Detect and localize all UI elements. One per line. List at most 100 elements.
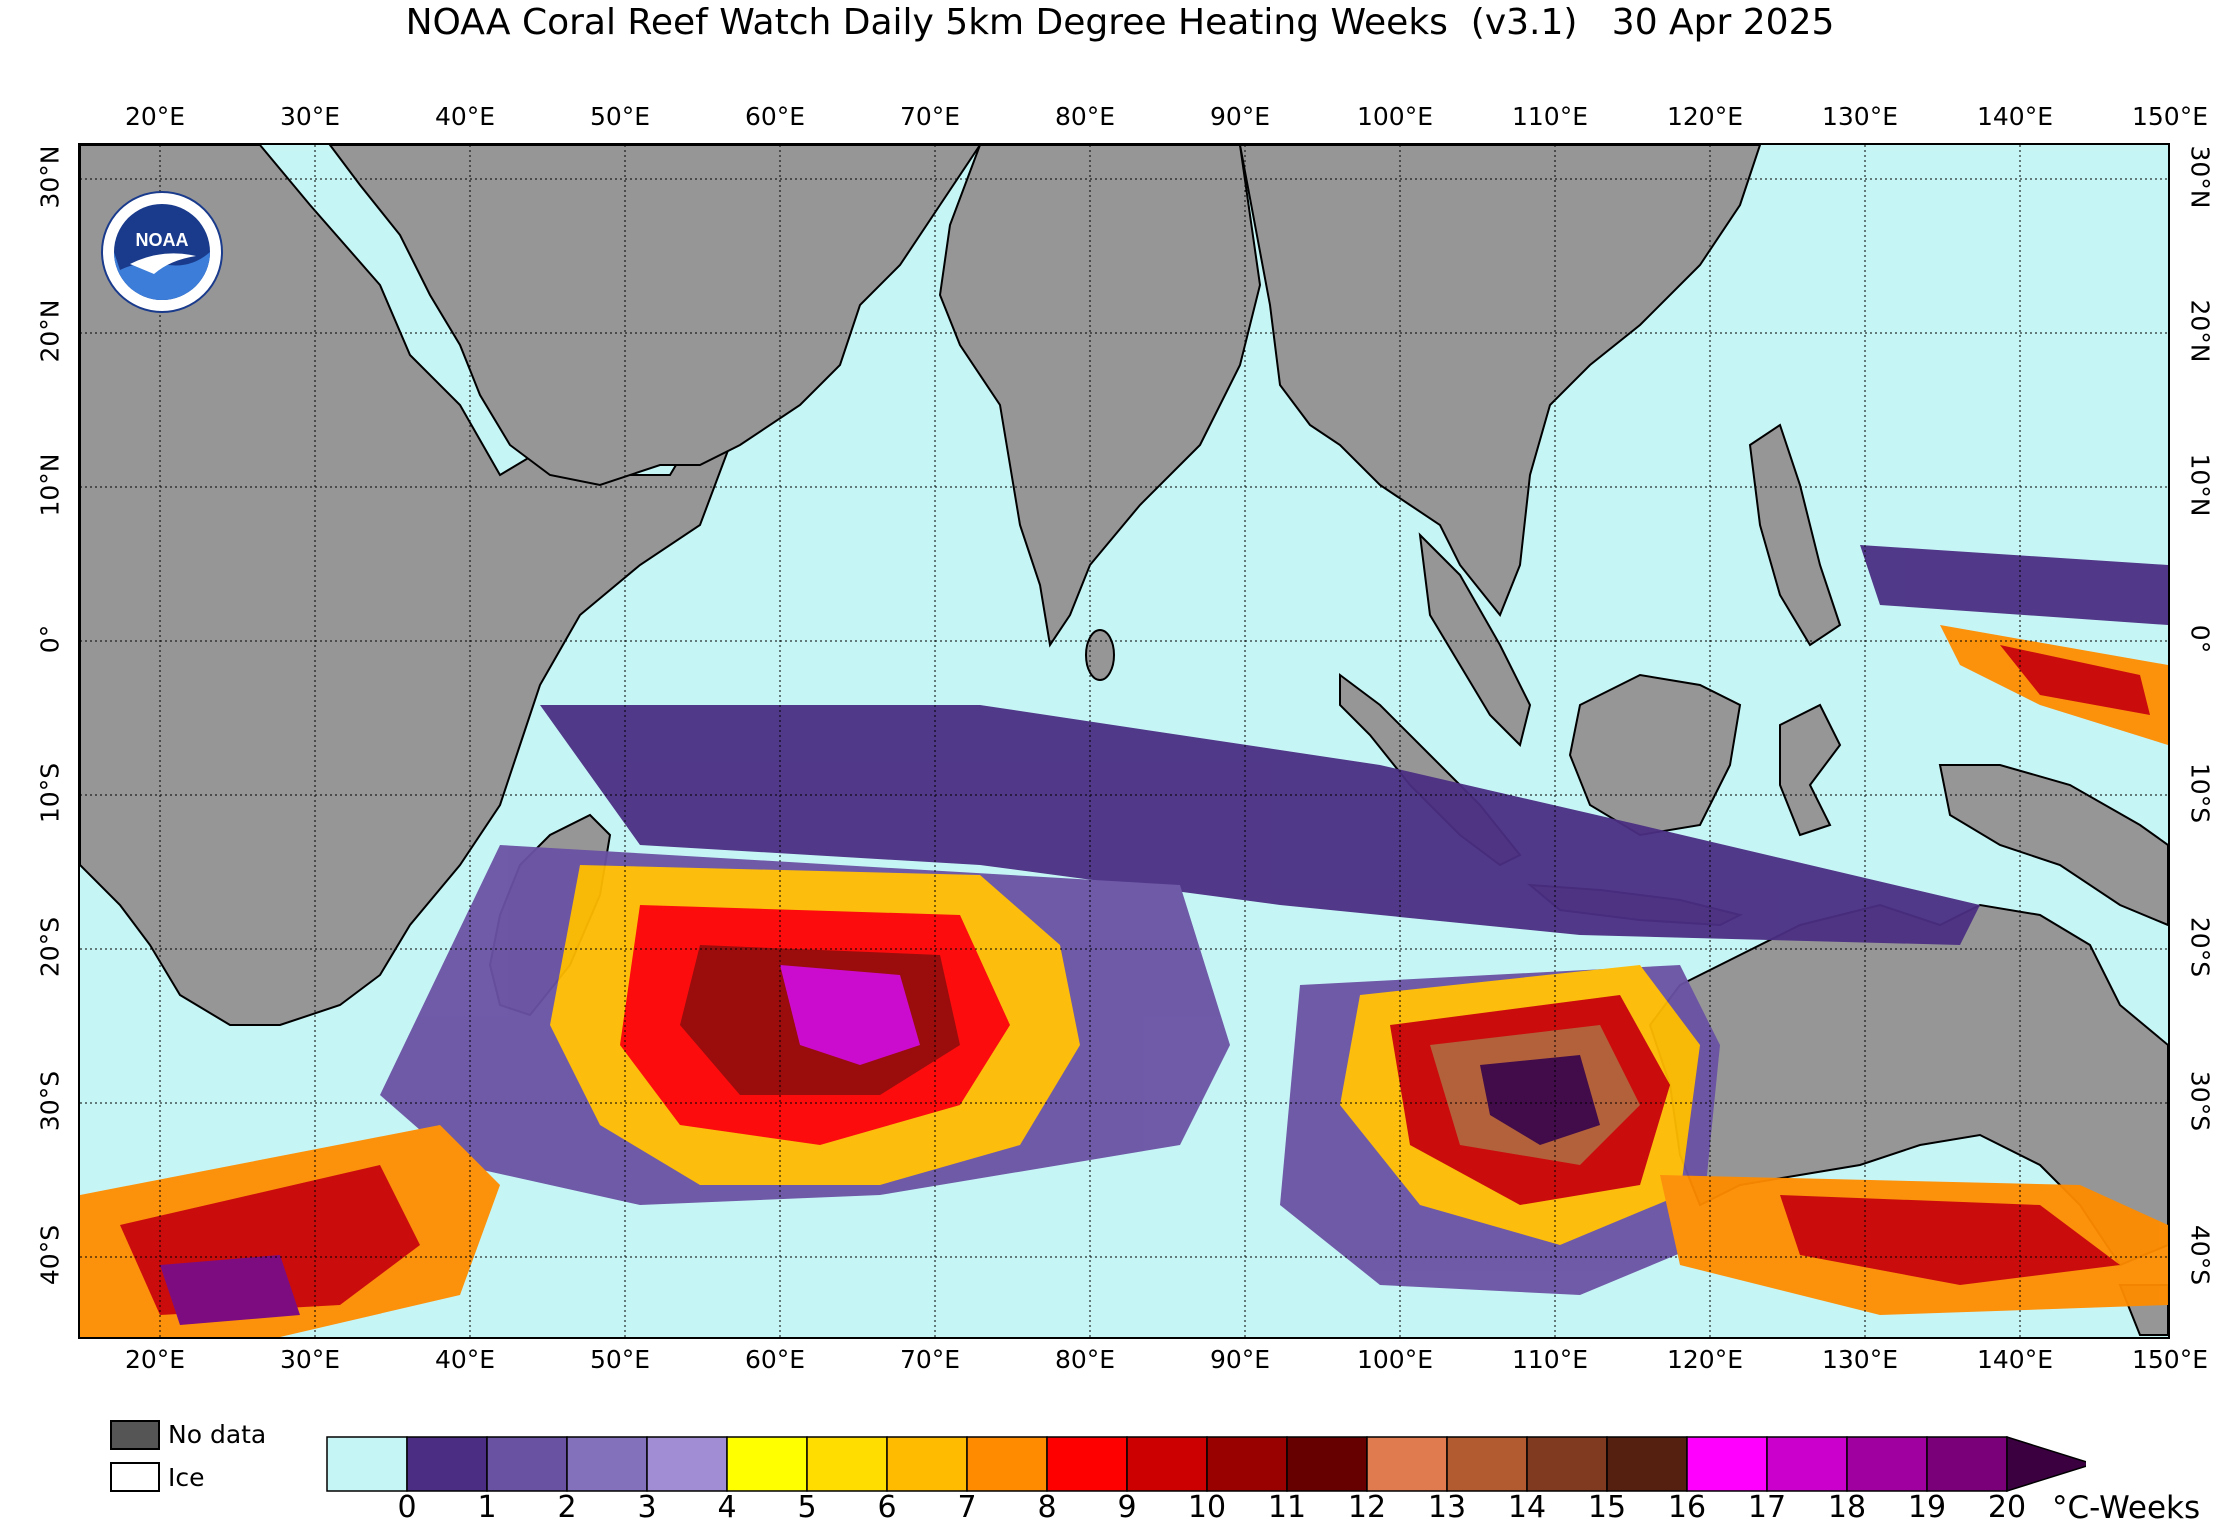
colorbar-tick-3: 3 — [637, 1490, 657, 1525]
colorbar-tick-9: 9 — [1117, 1490, 1137, 1525]
longitude-label-top-0: 20°E — [124, 102, 186, 131]
longitude-label-top-10: 120°E — [1666, 102, 1744, 131]
longitude-label-top-1: 30°E — [279, 102, 341, 131]
colorbar-segment-20 — [1926, 1436, 2008, 1492]
heat-stress-layer — [80, 545, 2168, 1337]
longitude-label-bottom-1: 30°E — [279, 1345, 341, 1374]
colorbar-tick-4: 4 — [717, 1490, 737, 1525]
colorbar-extend-arrow — [2006, 1436, 2086, 1492]
latitude-label-right-5: 20°S — [2185, 916, 2215, 978]
colorbar — [326, 1436, 2086, 1492]
colorbar-segment-0 — [326, 1436, 408, 1492]
colorbar-tick-18: 18 — [1827, 1490, 1867, 1525]
land-africa — [80, 145, 732, 1026]
noaa-logo-text: NOAA — [136, 230, 189, 250]
latitude-label-right-3: 0° — [2185, 624, 2215, 654]
colorbar-segment-1 — [406, 1436, 488, 1492]
longitude-label-bottom-12: 140°E — [1976, 1345, 2054, 1374]
colorbar-tick-15: 15 — [1587, 1490, 1627, 1525]
longitude-label-bottom-9: 110°E — [1511, 1345, 1589, 1374]
longitude-label-bottom-3: 50°E — [589, 1345, 651, 1374]
longitude-label-top-7: 90°E — [1209, 102, 1271, 131]
land-borneo — [1568, 673, 1742, 837]
colorbar-tick-6: 6 — [877, 1490, 897, 1525]
colorbar-segment-4 — [646, 1436, 728, 1492]
colorbar-segment-9 — [1046, 1436, 1128, 1492]
land-philippines — [1748, 423, 1842, 647]
latitude-label-left-3: 0° — [35, 624, 65, 654]
colorbar-segment-19 — [1846, 1436, 1928, 1492]
colorbar-tick-0: 0 — [397, 1490, 417, 1525]
latitude-label-left-2: 10°N — [35, 453, 65, 517]
colorbar-segment-13 — [1366, 1436, 1448, 1492]
latitude-label-left-4: 10°S — [35, 762, 65, 824]
map-panel — [78, 143, 2170, 1339]
map-canvas — [80, 145, 2168, 1337]
colorbar-segment-12 — [1286, 1436, 1368, 1492]
latitude-label-right-0: 30°N — [2185, 145, 2215, 209]
latitude-label-right-1: 20°N — [2185, 299, 2215, 363]
colorbar-tick-12: 12 — [1347, 1490, 1387, 1525]
latitude-label-right-4: 10°S — [2185, 762, 2215, 824]
colorbar-tick-10: 10 — [1187, 1490, 1227, 1525]
noaa-logo: NOAA — [101, 191, 223, 313]
longitude-label-bottom-11: 130°E — [1821, 1345, 1899, 1374]
no-data-swatch — [110, 1420, 160, 1450]
land-india — [938, 145, 1262, 648]
longitude-label-top-3: 50°E — [589, 102, 651, 131]
colorbar-segment-10 — [1126, 1436, 1208, 1492]
longitude-label-bottom-4: 60°E — [744, 1345, 806, 1374]
colorbar-segment-15 — [1526, 1436, 1608, 1492]
latitude-label-left-6: 30°S — [35, 1070, 65, 1132]
latitude-label-right-7: 40°S — [2185, 1224, 2215, 1286]
colorbar-segment-3 — [566, 1436, 648, 1492]
land-new-guinea — [1938, 764, 2168, 927]
colorbar-segment-17 — [1686, 1436, 1768, 1492]
colorbar-tick-13: 13 — [1427, 1490, 1467, 1525]
colorbar-segment-7 — [886, 1436, 968, 1492]
longitude-label-bottom-5: 70°E — [899, 1345, 961, 1374]
colorbar-segment-8 — [966, 1436, 1048, 1492]
colorbar-units: °C-Weeks — [2052, 1490, 2201, 1526]
land-sri-lanka — [1085, 629, 1115, 681]
latitude-label-right-2: 10°N — [2185, 453, 2215, 517]
longitude-label-top-5: 70°E — [899, 102, 961, 131]
latitude-label-right-6: 30°S — [2185, 1070, 2215, 1132]
longitude-label-top-11: 130°E — [1821, 102, 1899, 131]
ice-label: Ice — [168, 1463, 205, 1492]
latitude-label-left-7: 40°S — [35, 1224, 65, 1286]
colorbar-segment-14 — [1446, 1436, 1528, 1492]
longitude-label-top-6: 80°E — [1054, 102, 1116, 131]
colorbar-tick-7: 7 — [957, 1490, 977, 1525]
longitude-label-top-12: 140°E — [1976, 102, 2054, 131]
longitude-label-bottom-7: 90°E — [1209, 1345, 1271, 1374]
longitude-label-bottom-2: 40°E — [434, 1345, 496, 1374]
land-arabia — [328, 145, 982, 487]
colorbar-tick-2: 2 — [557, 1490, 577, 1525]
map-title: NOAA Coral Reef Watch Daily 5km Degree H… — [405, 2, 1835, 43]
longitude-label-bottom-0: 20°E — [124, 1345, 186, 1374]
longitude-label-top-8: 100°E — [1356, 102, 1434, 131]
colorbar-tick-14: 14 — [1507, 1490, 1547, 1525]
colorbar-tick-8: 8 — [1037, 1490, 1057, 1525]
colorbar-segment-16 — [1606, 1436, 1688, 1492]
colorbar-tick-16: 16 — [1667, 1490, 1707, 1525]
colorbar-tick-1: 1 — [477, 1490, 497, 1525]
colorbar-tick-5: 5 — [797, 1490, 817, 1525]
land-malay-peninsula — [1418, 532, 1532, 747]
colorbar-tick-19: 19 — [1907, 1490, 1947, 1525]
colorbar-segment-6 — [806, 1436, 888, 1492]
colorbar-tick-17: 17 — [1747, 1490, 1787, 1525]
land-southeast-asia — [1238, 145, 1762, 617]
longitude-label-top-13: 150°E — [2131, 102, 2209, 131]
latitude-label-left-5: 20°S — [35, 916, 65, 978]
longitude-label-top-2: 40°E — [434, 102, 496, 131]
ice-swatch — [110, 1462, 160, 1492]
colorbar-tick-20: 20 — [1987, 1490, 2027, 1525]
colorbar-tick-11: 11 — [1267, 1490, 1307, 1525]
longitude-label-bottom-6: 80°E — [1054, 1345, 1116, 1374]
graticule — [80, 145, 2168, 1337]
colorbar-segment-18 — [1766, 1436, 1848, 1492]
longitude-label-top-4: 60°E — [744, 102, 806, 131]
colorbar-segment-2 — [486, 1436, 568, 1492]
